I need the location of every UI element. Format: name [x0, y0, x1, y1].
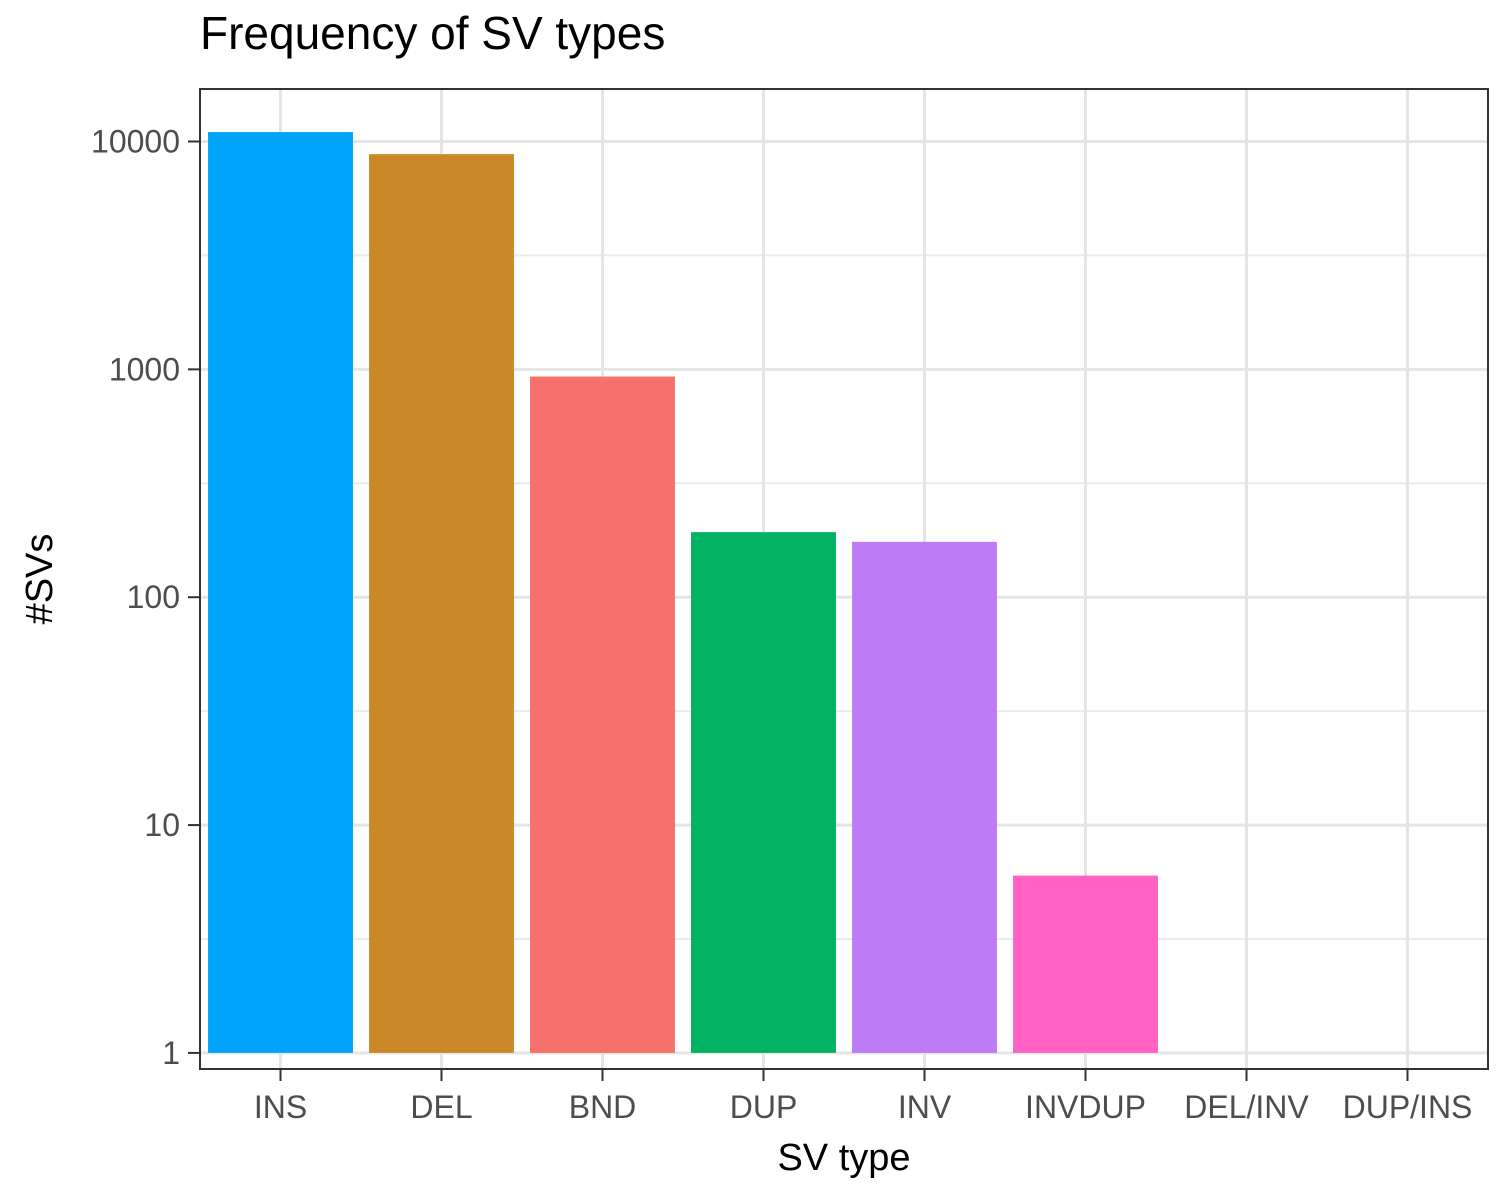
- y-tick-label: 1000: [109, 351, 180, 387]
- y-tick-label: 100: [127, 579, 180, 615]
- y-tick-label: 10000: [91, 124, 180, 160]
- y-axis: 1 10 100 1000 10000: [91, 124, 200, 1071]
- bars: [208, 132, 1158, 1053]
- x-tick-label: DUP: [730, 1089, 798, 1125]
- bar-invdup: [1013, 875, 1158, 1053]
- bar-ins: [208, 132, 353, 1053]
- bar-bnd: [530, 376, 675, 1053]
- chart-title: Frequency of SV types: [200, 7, 666, 59]
- bar-dup: [691, 532, 836, 1053]
- x-tick-label: BND: [569, 1089, 637, 1125]
- x-tick-label: INS: [254, 1089, 307, 1125]
- x-axis-title: SV type: [777, 1137, 910, 1179]
- y-axis-title: #SVs: [19, 534, 61, 625]
- bar-inv: [852, 541, 997, 1053]
- x-tick-label: DUP/INS: [1343, 1089, 1473, 1125]
- y-tick-label: 10: [144, 807, 180, 843]
- bar-del: [369, 154, 514, 1053]
- x-axis: INS DEL BND DUP INV INVDUP DEL/INV DUP/INS: [254, 1069, 1473, 1125]
- x-tick-label: DEL/INV: [1184, 1089, 1309, 1125]
- x-tick-label: INVDUP: [1025, 1089, 1146, 1125]
- plot-border: [199, 88, 1489, 1070]
- x-tick-label: DEL: [410, 1089, 472, 1125]
- x-tick-label: INV: [898, 1089, 952, 1125]
- y-tick-label: 1: [162, 1035, 180, 1071]
